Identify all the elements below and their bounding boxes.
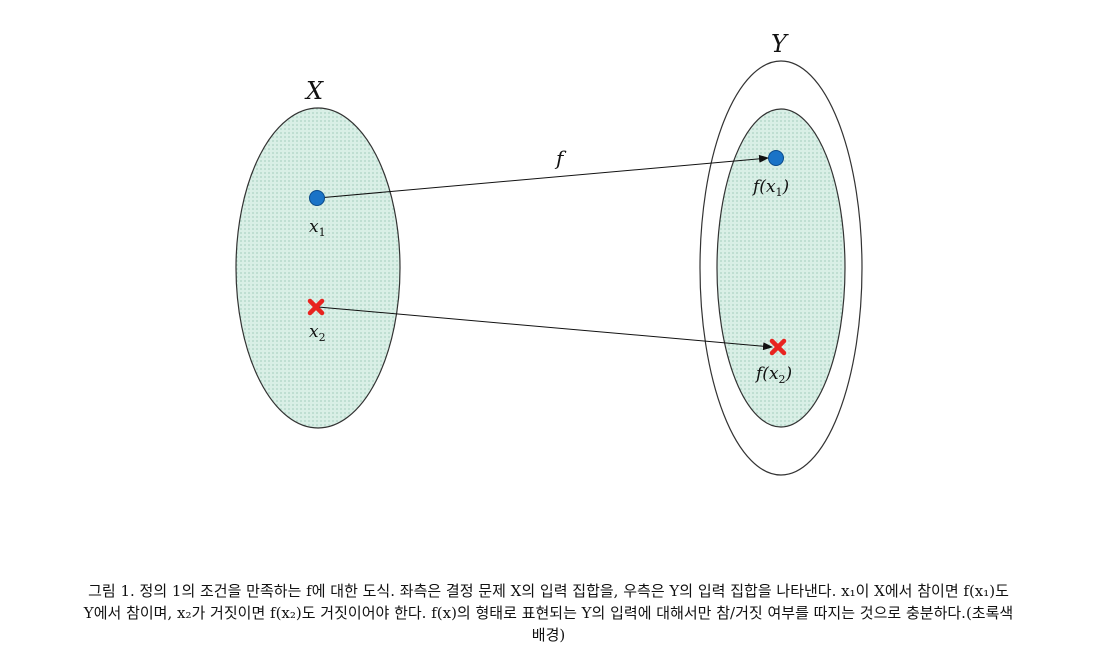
caption-line-2: Y에서 참이며, x₂가 거짓이면 f(x₂)도 거짓이어야 한다. f(x)의… [83, 604, 1014, 622]
fx1-var: x [766, 177, 776, 197]
fx2-close: ) [785, 364, 793, 384]
fx2-subscript: 2 [779, 373, 786, 386]
fx1-subscript: 1 [776, 186, 783, 199]
map-arrow-x2 [317, 306, 773, 351]
fx2-label: f(x2) [754, 364, 792, 386]
x1-var: x [309, 217, 319, 237]
map-label-f: f [554, 146, 567, 170]
fx1-func: f( [751, 177, 766, 197]
set-x-ellipse [235, 107, 401, 429]
x2-cross [307, 298, 325, 316]
x1-dot [309, 190, 325, 206]
x1-label: x1 [309, 217, 326, 239]
fx2-func: f( [754, 364, 769, 384]
fx2-var: x [769, 364, 779, 384]
x2-var: x [309, 322, 319, 342]
fx2-cross [769, 338, 787, 356]
caption-line-1: 그림 1. 정의 1의 조건을 만족하는 f에 대한 도식. 좌측은 결정 문제… [88, 582, 1009, 600]
fx1-dot [768, 150, 784, 166]
fx1-label: f(x1) [751, 177, 789, 199]
caption-line-3: 배경) [531, 626, 566, 644]
fx1-close: ) [782, 177, 790, 197]
x2-label: x2 [309, 322, 326, 344]
set-y-image-ellipse [716, 108, 846, 428]
x1-subscript: 1 [319, 226, 326, 239]
x2-subscript: 2 [319, 331, 326, 344]
mapping-diagram: X Y f x1 x2 f(x1) f(x2) [235, 30, 863, 476]
map-arrow-x1 [317, 154, 769, 199]
figure-caption: 그림 1. 정의 1의 조건을 만족하는 f에 대한 도식. 좌측은 결정 문제… [6, 580, 1091, 646]
set-y-label: Y [771, 30, 789, 58]
set-x-label: X [304, 77, 324, 105]
